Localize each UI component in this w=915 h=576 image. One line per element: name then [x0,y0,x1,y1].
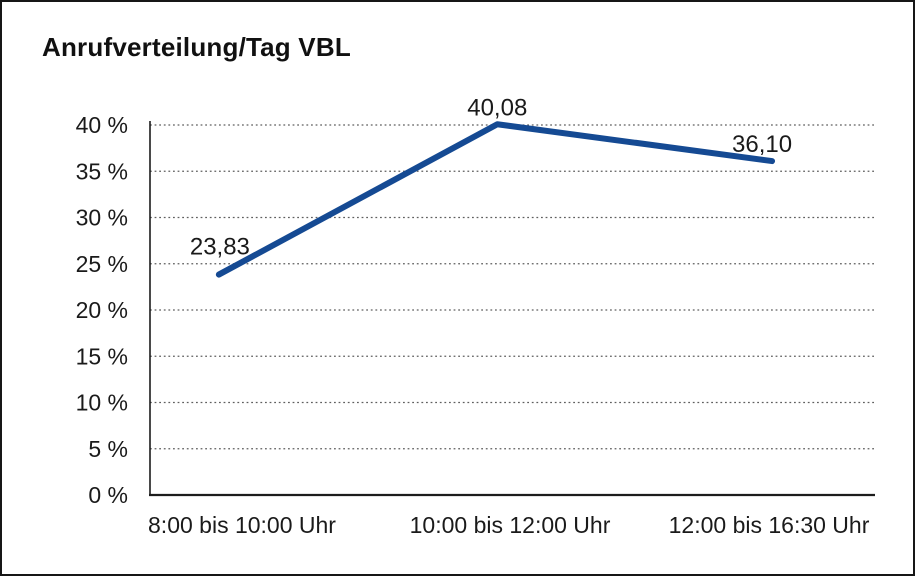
data-point-label: 40,08 [467,94,527,121]
data-point-label: 23,83 [190,234,250,261]
chart-title: Anrufverteilung/Tag VBL [42,32,351,62]
y-tick-label: 0 % [88,482,128,508]
y-tick-label: 20 % [76,297,128,323]
y-tick-label: 25 % [76,251,128,277]
x-category-label: 12:00 bis 16:30 Uhr [669,512,870,538]
data-point-label: 36,10 [732,131,792,158]
data-line [215,121,776,278]
y-tick-label: 30 % [76,205,128,231]
x-category-label: 8:00 bis 10:00 Uhr [148,512,336,538]
x-category-label: 10:00 bis 12:00 Uhr [410,512,611,538]
y-tick-label: 10 % [76,390,128,416]
y-tick-label: 35 % [76,158,128,184]
y-tick-label: 15 % [76,343,128,369]
y-tick-label: 40 % [76,112,128,138]
y-tick-label: 5 % [88,436,128,462]
